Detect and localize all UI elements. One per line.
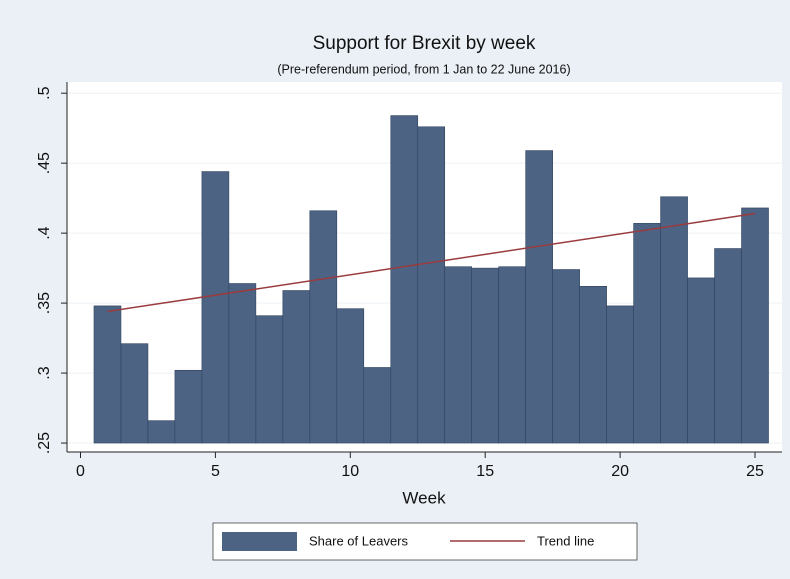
x-tick-label: 0 <box>76 463 85 480</box>
trend-line <box>107 212 756 313</box>
x-tick-label: 20 <box>611 463 629 480</box>
bar <box>93 305 122 444</box>
bar <box>390 115 419 444</box>
chart-title: Support for Brexit by week <box>313 33 536 54</box>
bar <box>417 126 446 444</box>
bar <box>255 315 284 444</box>
bar <box>201 171 230 444</box>
y-tick-label: .25 <box>36 432 53 454</box>
bar <box>228 283 257 444</box>
x-axis-label: Week <box>402 488 446 507</box>
y-tick-label: .5 <box>36 86 53 99</box>
x-tick-label: 10 <box>341 463 359 480</box>
legend-swatch <box>222 532 297 551</box>
y-tick-label: .45 <box>36 152 53 174</box>
chart-subtitle: (Pre-referendum period, from 1 Jan to 22… <box>277 62 570 76</box>
bar <box>336 308 365 444</box>
bar <box>687 277 715 444</box>
bar <box>147 420 176 444</box>
bar <box>363 367 392 444</box>
bar <box>741 207 769 444</box>
bar <box>606 305 634 444</box>
y-tick-label: .4 <box>36 226 53 239</box>
bar <box>552 269 580 444</box>
bar <box>579 286 607 444</box>
x-tick-label: 5 <box>211 463 220 480</box>
x-tick-label: 25 <box>746 463 764 480</box>
legend-label: Share of Leavers <box>309 533 409 548</box>
y-tick-label: .3 <box>36 366 53 379</box>
bar <box>444 266 473 444</box>
bar <box>633 223 661 444</box>
bar <box>120 343 149 444</box>
y-tick-label: .35 <box>36 292 53 314</box>
x-tick-label: 15 <box>476 463 494 480</box>
bar <box>714 248 742 444</box>
bar <box>471 267 499 444</box>
bar <box>309 210 338 444</box>
bar <box>498 266 526 444</box>
bar <box>174 369 203 444</box>
bar <box>525 150 553 444</box>
bar <box>282 290 311 444</box>
bar <box>660 196 688 444</box>
legend-label: Trend line <box>537 533 594 548</box>
